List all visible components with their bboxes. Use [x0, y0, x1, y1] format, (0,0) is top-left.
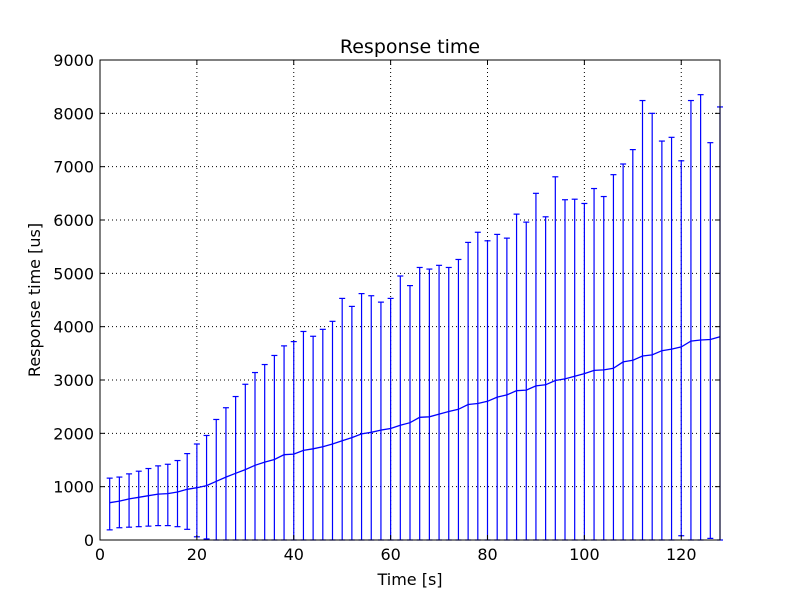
y-tick-label: 2000 — [53, 424, 94, 443]
x-tick-label: 80 — [477, 545, 497, 564]
x-tick-label: 120 — [666, 545, 697, 564]
y-axis-label: Response time [us] — [25, 223, 44, 377]
y-tick-label: 7000 — [53, 158, 94, 177]
x-tick-label: 20 — [187, 545, 207, 564]
y-tick-label: 1000 — [53, 478, 94, 497]
plot-frame — [99, 59, 721, 541]
x-tick-label: 100 — [569, 545, 600, 564]
x-tick-label: 0 — [95, 545, 105, 564]
x-tick-label: 40 — [284, 545, 304, 564]
series-line-layer — [109, 336, 721, 504]
y-tick-label: 5000 — [53, 264, 94, 283]
y-tick-label: 6000 — [53, 211, 94, 230]
y-tick-label: 9000 — [53, 51, 94, 70]
y-tick-label: 0 — [84, 531, 94, 550]
y-tick-label: 3000 — [53, 371, 94, 390]
chart-title: Response time — [340, 36, 480, 58]
x-tick-label: 60 — [380, 545, 400, 564]
x-axis-label: Time [s] — [376, 570, 442, 589]
y-tick-label: 4000 — [53, 318, 94, 337]
error-bars-layer — [106, 94, 723, 541]
ticks-layer: 0 20 40 60 80 100 120 0 1000 2000 3000 4000 5000 6000… — [53, 51, 720, 564]
series-line — [109, 336, 721, 504]
y-tick-label: 8000 — [53, 104, 94, 123]
